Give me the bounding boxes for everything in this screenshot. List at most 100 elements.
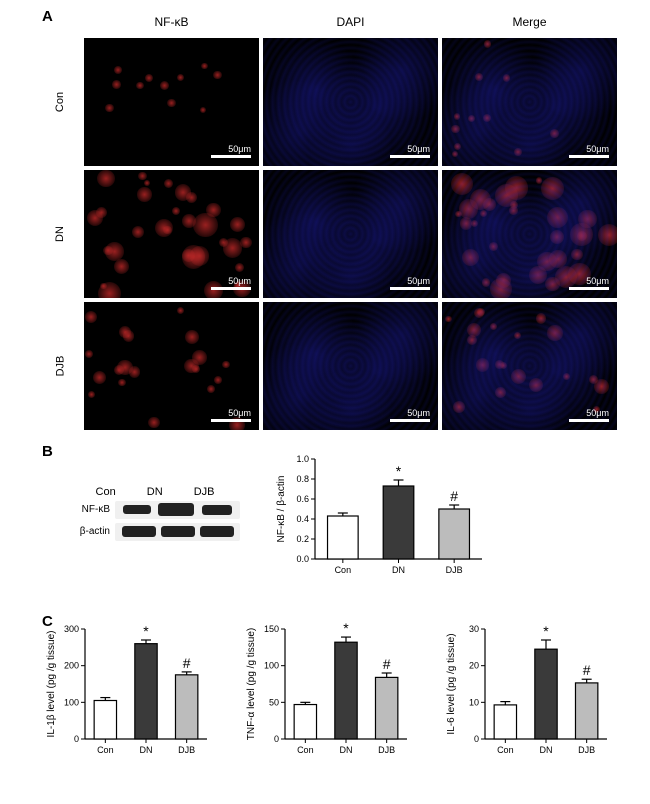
if-image: 50μm (442, 170, 617, 298)
panel-a: NF-κBDAPIMergeCon50μm50μm50μmDN50μm50μm5… (40, 10, 600, 430)
svg-text:0.8: 0.8 (296, 474, 309, 484)
svg-text:*: * (396, 463, 402, 479)
svg-text:200: 200 (64, 661, 79, 671)
cytokine-bar-chart: 0 10 20 30 IL-6 level (pg /g tissue) Con * DN # D… (440, 615, 620, 765)
panel-b: Con DN DJB NF-κB β-actin 0.0 0.2 0.4 0.6 0.8 1.0… (70, 445, 600, 585)
svg-text:Con: Con (97, 745, 114, 755)
cytokine-bar-chart: 0 100 200 300 IL-1β level (pg /g tissue) Con *… (40, 615, 220, 765)
svg-text:Con: Con (497, 745, 514, 755)
chart-bar (328, 516, 359, 559)
svg-text:Con: Con (335, 565, 352, 575)
svg-text:*: * (343, 620, 349, 636)
scale-bar: 50μm (211, 144, 251, 158)
wb-bands (115, 501, 240, 519)
svg-text:0: 0 (474, 734, 479, 744)
if-image: 50μm (84, 38, 259, 166)
if-image: 50μm (84, 170, 259, 298)
scale-bar: 50μm (569, 408, 609, 422)
scale-bar: 50μm (569, 144, 609, 158)
svg-text:0: 0 (74, 734, 79, 744)
scale-bar: 50μm (569, 276, 609, 290)
svg-text:DJB: DJB (446, 565, 463, 575)
scale-bar: 50μm (390, 276, 430, 290)
chart-bar (439, 509, 470, 559)
svg-text:#: # (583, 662, 591, 678)
wb-row: NF-κB (70, 501, 240, 519)
svg-text:0.6: 0.6 (296, 494, 309, 504)
svg-text:100: 100 (64, 697, 79, 707)
if-row-label: DN (40, 170, 80, 298)
if-row-label: DJB (40, 302, 80, 430)
immunofluorescence-grid: NF-κBDAPIMergeCon50μm50μm50μmDN50μm50μm5… (40, 10, 600, 430)
svg-text:*: * (143, 623, 149, 639)
svg-text:DJB: DJB (578, 745, 595, 755)
svg-text:DN: DN (540, 745, 553, 755)
wb-protein-name: β-actin (70, 526, 115, 537)
wb-band (158, 503, 194, 516)
svg-text:Con: Con (297, 745, 314, 755)
svg-text:10: 10 (469, 697, 479, 707)
svg-text:DN: DN (140, 745, 153, 755)
svg-text:DJB: DJB (178, 745, 195, 755)
if-image: 50μm (263, 38, 438, 166)
wb-band (122, 526, 156, 537)
panel-b-label: B (42, 443, 53, 460)
svg-text:#: # (183, 655, 191, 671)
svg-text:150: 150 (264, 624, 279, 634)
wb-bands (115, 523, 240, 541)
panel-c: 0100200300IL-1β level (pg /g tissue)Con*… (40, 615, 620, 765)
wb-band (123, 505, 151, 514)
scale-bar: 50μm (211, 408, 251, 422)
chart-bar (535, 649, 557, 739)
svg-text:DN: DN (392, 565, 405, 575)
scale-bar: 50μm (211, 276, 251, 290)
svg-text:1.0: 1.0 (296, 454, 309, 464)
svg-text:#: # (383, 656, 391, 672)
svg-text:30: 30 (469, 624, 479, 634)
wb-lane: Con (96, 486, 116, 498)
chart-bar (135, 644, 157, 739)
svg-text:DN: DN (340, 745, 353, 755)
chart-bar (335, 642, 357, 739)
svg-text:*: * (543, 623, 549, 639)
svg-text:NF-κB / β-actin: NF-κB / β-actin (276, 476, 287, 543)
western-blot: Con DN DJB NF-κB β-actin (70, 486, 240, 545)
wb-lane: DN (147, 486, 163, 498)
if-row-label: Con (40, 38, 80, 166)
chart-bar (575, 683, 597, 739)
wb-rows: NF-κB β-actin (70, 501, 240, 541)
chart-bar (383, 486, 414, 559)
if-col-header: DAPI (263, 10, 438, 34)
svg-text:0.2: 0.2 (296, 534, 309, 544)
wb-row: β-actin (70, 523, 240, 541)
svg-text:IL-6 level (pg /g tissue): IL-6 level (pg /g tissue) (446, 633, 457, 734)
svg-text:DJB: DJB (378, 745, 395, 755)
if-image: 50μm (84, 302, 259, 430)
wb-lane-labels: Con DN DJB (70, 486, 240, 498)
chart-bar (375, 677, 397, 739)
cytokine-bar-chart: 050100150TNF-α level (pg /g tissue)Con*D… (240, 615, 420, 765)
svg-text:50: 50 (269, 697, 279, 707)
nfkb-bar-chart: 0.00.20.40.60.81.0NF-κB / β-actinCon*DN#… (270, 445, 490, 585)
chart-bar (494, 705, 516, 739)
chart-bar (94, 701, 116, 740)
wb-band (161, 526, 195, 537)
svg-text:20: 20 (469, 661, 479, 671)
if-image: 50μm (263, 170, 438, 298)
svg-text:IL-1β level (pg /g tissue): IL-1β level (pg /g tissue) (46, 631, 57, 738)
if-col-header: Merge (442, 10, 617, 34)
if-image: 50μm (263, 302, 438, 430)
wb-lane: DJB (194, 486, 215, 498)
wb-band (202, 505, 232, 515)
wb-band (200, 526, 234, 537)
if-image: 50μm (442, 38, 617, 166)
scale-bar: 50μm (390, 144, 430, 158)
svg-text:TNF-α level (pg /g tissue): TNF-α level (pg /g tissue) (246, 628, 257, 740)
scale-bar: 50μm (390, 408, 430, 422)
if-col-header: NF-κB (84, 10, 259, 34)
svg-text:0.0: 0.0 (296, 554, 309, 564)
svg-text:0: 0 (274, 734, 279, 744)
svg-text:0.4: 0.4 (296, 514, 309, 524)
svg-text:300: 300 (64, 624, 79, 634)
wb-protein-name: NF-κB (70, 504, 115, 515)
